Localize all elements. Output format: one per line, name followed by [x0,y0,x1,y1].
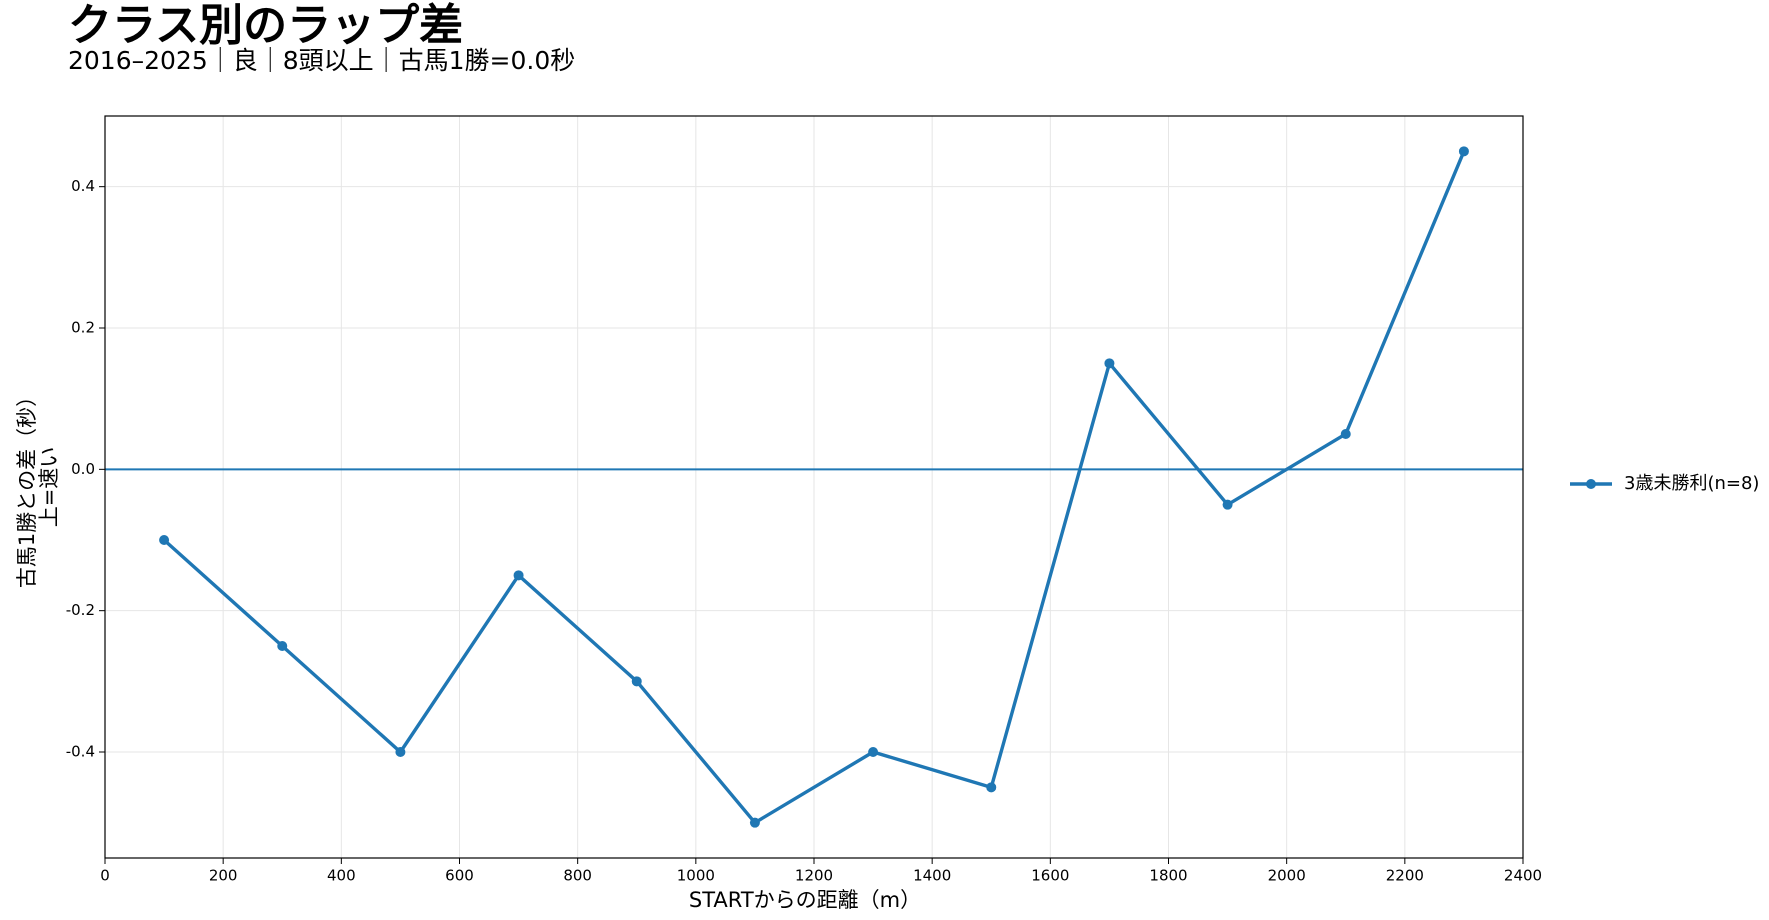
y-tick-label: 0.2 [71,319,95,337]
data-line [162,150,1466,825]
x-tick-label: 400 [327,867,356,885]
data-point [1458,146,1469,157]
data-point [986,782,997,793]
data-point [159,535,170,545]
legend-marker [1586,479,1596,489]
data-point [1340,429,1351,439]
x-tick-label: 2400 [1504,867,1542,885]
data-point [749,817,760,828]
x-tick-label: 1600 [1031,867,1069,885]
chart-subtitle: 2016–2025｜良｜8頭以上｜古馬1勝=0.0秒 [68,46,575,75]
x-tick-label: 600 [445,867,474,885]
chart-title: クラス別のラップ差 [68,0,463,51]
x-tick-label: 1200 [795,867,833,885]
y-tick-label: 0.0 [71,460,95,478]
legend-label: 3歳未勝利(n=8) [1624,473,1759,494]
x-tick-label: 1800 [1149,867,1187,885]
x-axis-label: STARTからの距離（m） [689,888,921,912]
y-tick-label: 0.4 [71,177,95,195]
x-tick-label: 1000 [677,867,715,885]
data-point [395,747,406,757]
data-point [631,676,642,687]
x-tick-label: 2200 [1386,867,1424,885]
data-point [1222,499,1233,510]
x-tick-label: 0 [100,867,110,885]
data-point [513,570,524,581]
data-point [1104,358,1115,369]
x-tick-label: 800 [563,867,592,885]
y-tick-label: -0.4 [66,743,95,761]
y-axis-label: 古馬1勝との差（秒） [15,386,39,588]
x-tick-label: 200 [209,867,238,885]
y-axis-label: 上=速い [37,447,61,528]
data-point [277,641,288,651]
y-tick-label: -0.2 [66,601,95,619]
x-tick-label: 1400 [913,867,951,885]
x-tick-label: 2000 [1268,867,1306,885]
plot-frame [104,115,1524,859]
data-point [868,747,879,757]
